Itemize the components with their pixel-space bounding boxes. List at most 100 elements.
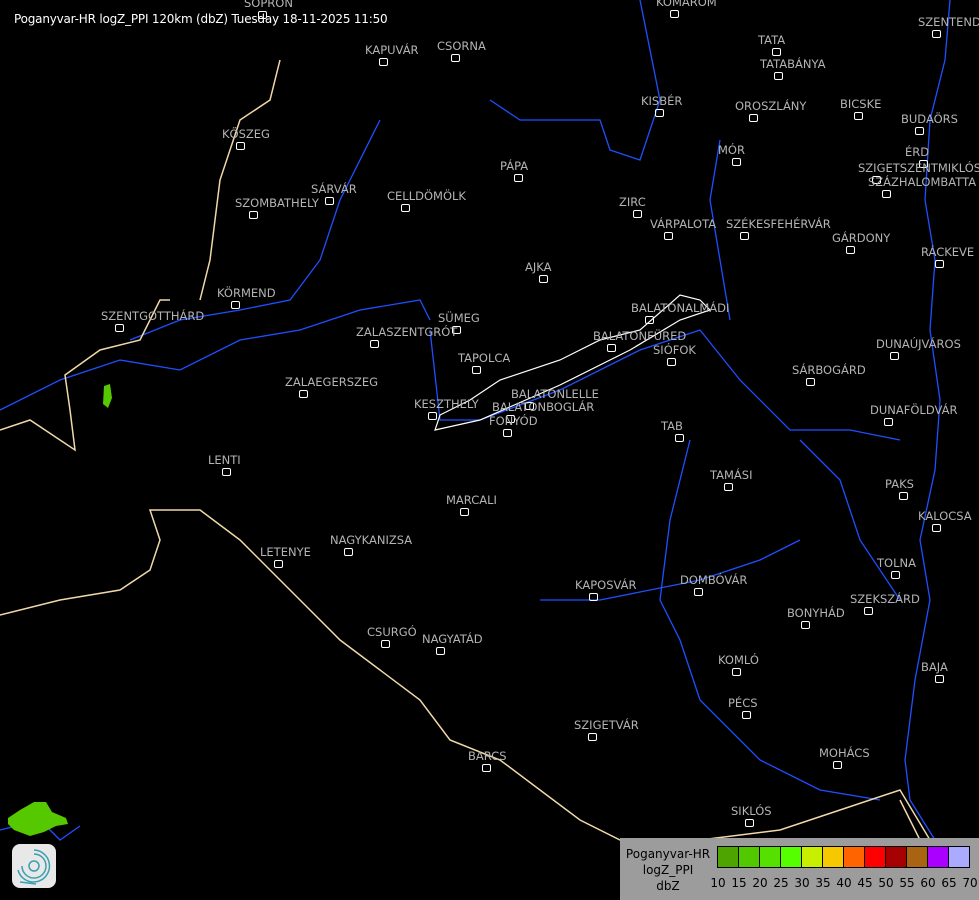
- city-label: KŐSZEG: [222, 127, 270, 141]
- city-outline: [891, 571, 900, 579]
- legend-tick-label: 40: [836, 876, 852, 890]
- city-outline: [249, 211, 258, 219]
- city-outline: [655, 109, 664, 117]
- legend-tick-label: 10: [710, 876, 726, 890]
- city-label: DUNAFÖLDVÁR: [870, 403, 958, 417]
- legend-tick-label: 45: [857, 876, 873, 890]
- country-border: [0, 299, 170, 452]
- city-label: BICSKE: [840, 97, 882, 111]
- city-outline: [846, 246, 855, 254]
- city-label: NAGYKANIZSA: [330, 533, 413, 547]
- city-outline: [664, 232, 673, 240]
- city-outline: [460, 508, 469, 516]
- legend-swatch: [823, 847, 844, 867]
- city-label: MÓR: [718, 143, 745, 157]
- city-outline: [472, 366, 481, 374]
- legend-swatch: [718, 847, 739, 867]
- city-outline: [932, 30, 941, 38]
- legend-swatch: [949, 847, 969, 867]
- city-label: LETENYE: [260, 545, 311, 559]
- legend-swatch: [802, 847, 823, 867]
- city-outline: [742, 711, 751, 719]
- legend-tick-label: 55: [899, 876, 915, 890]
- city-label: DUNAÚJVÁROS: [876, 337, 961, 351]
- city-label: TAB: [661, 419, 683, 433]
- city-label: SÁRBOGÁRD: [792, 363, 866, 377]
- city-outline: [525, 402, 534, 410]
- city-outline: [539, 275, 548, 283]
- city-label: ZALAEGERSZEG: [285, 375, 379, 389]
- legend-tick-label: 70: [962, 876, 978, 890]
- city-outline: [274, 560, 283, 568]
- city-outline: [890, 352, 899, 360]
- city-label: BAJA: [921, 660, 948, 674]
- city-label: PÉCS: [728, 696, 758, 710]
- city-label: BONYHÁD: [787, 606, 845, 620]
- city-label: BALATONBOGLÁR: [492, 400, 595, 414]
- borders: [0, 59, 941, 900]
- city-label: NAGYATÁD: [422, 632, 483, 646]
- city-label: BALATONLELLE: [511, 387, 599, 401]
- legend-tick-label: 60: [920, 876, 936, 890]
- lake-balaton: [434, 294, 712, 431]
- city-outline: [694, 588, 703, 596]
- city-label: SOPRON: [244, 0, 293, 10]
- city-label: SZOMBATHELY: [235, 196, 319, 210]
- city-outline: [772, 48, 781, 56]
- city-outline: [222, 468, 231, 476]
- legend-swatch: [760, 847, 781, 867]
- city-label: LENTI: [208, 453, 241, 467]
- city-label: CSORNA: [437, 39, 486, 53]
- legend-swatch: [907, 847, 928, 867]
- city-label: SÁRVÁR: [311, 182, 357, 196]
- city-outline: [932, 524, 941, 532]
- legend-swatch: [865, 847, 886, 867]
- city-outline: [370, 340, 379, 348]
- city-label: KAPUVÁR: [365, 43, 419, 57]
- city-outline: [745, 819, 754, 827]
- city-label: BARCS: [468, 749, 507, 763]
- city-label: GÁRDONY: [832, 231, 891, 245]
- legend-product: logZ_PPI: [642, 863, 694, 877]
- city-label: PÁPA: [500, 159, 529, 173]
- legend-swatch: [886, 847, 907, 867]
- legend-unit: dbZ: [656, 879, 680, 893]
- city-label: KISBÉR: [641, 94, 683, 108]
- city-label: TAPOLCA: [458, 351, 511, 365]
- city-outline: [258, 11, 267, 19]
- city-label: BUDAÖRS: [901, 112, 958, 126]
- city-label: ZIRC: [619, 195, 646, 209]
- city-outline: [882, 190, 891, 198]
- city-outline: [806, 378, 815, 386]
- city-outline: [801, 621, 810, 629]
- city-label: TATA: [758, 33, 786, 47]
- city-outline: [588, 733, 597, 741]
- city-label: SZENTENDRE: [918, 15, 979, 29]
- city-outline: [667, 358, 676, 366]
- city-outline: [675, 434, 684, 442]
- swirl-icon: [17, 849, 51, 885]
- city-label: TATABÁNYA: [760, 57, 826, 71]
- city-label: SIKLÓS: [731, 804, 772, 818]
- city-outline: [436, 647, 445, 655]
- echo-cell: [103, 384, 112, 408]
- legend-color-scale: [717, 846, 970, 868]
- legend-swatch: [781, 847, 802, 867]
- city-label: OROSZLÁNY: [735, 99, 807, 113]
- city-label: ZALASZENTGRÓT: [356, 325, 458, 339]
- legend-source: Poganyvar-HR: [625, 847, 711, 861]
- city-label: PAKS: [885, 477, 914, 491]
- echo-cell: [8, 802, 68, 836]
- city-outline: [732, 158, 741, 166]
- city-outline: [864, 607, 873, 615]
- city-label: TOLNA: [877, 556, 916, 570]
- legend-swatch: [928, 847, 949, 867]
- legend-tick-label: 25: [773, 876, 789, 890]
- legend-tick-label: 50: [878, 876, 894, 890]
- city-label: MARCALI: [446, 493, 497, 507]
- city-label: CSURGÓ: [367, 625, 417, 639]
- radar-title: Poganyvar-HR logZ_PPI 120km (dbZ) Tuesda…: [14, 12, 388, 26]
- city-outline: [633, 210, 642, 218]
- city-outline: [915, 127, 924, 135]
